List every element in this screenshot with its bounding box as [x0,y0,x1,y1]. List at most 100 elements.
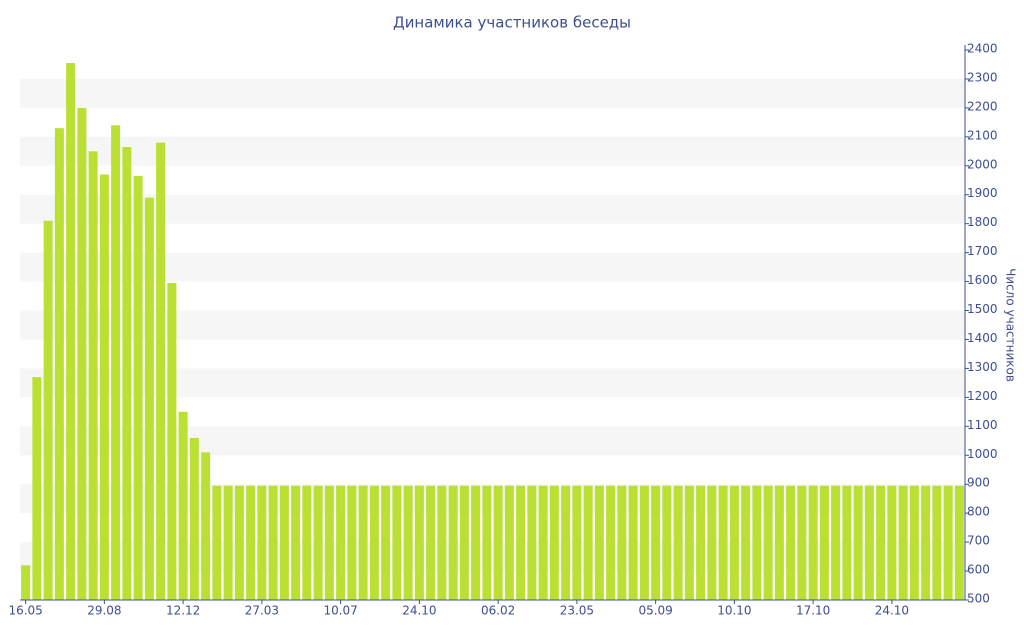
bar [786,485,796,600]
y-tick-label: 1500 [967,302,998,316]
y-tick-label: 1300 [967,360,998,374]
grid-band [20,78,965,108]
bar [943,485,953,600]
bar [853,485,863,600]
bar [651,485,661,600]
bar [639,485,649,600]
grid-band [20,194,965,224]
x-tick-label: 17.10 [796,604,830,618]
bar [234,485,244,600]
bar [414,485,424,600]
x-tick-label: 10.10 [717,604,751,618]
bar [617,485,627,600]
bar [763,485,773,600]
bar [403,485,413,600]
bar [741,485,751,600]
x-tick-label: 29.08 [87,604,121,618]
bar [583,485,593,600]
bar [932,485,942,600]
bar [808,485,818,600]
bar [43,220,53,600]
bar [482,485,492,600]
bar [122,146,132,600]
bar [189,437,199,600]
bar [111,125,121,601]
y-tick-label: 1700 [967,244,998,258]
bar [77,107,87,600]
bar [696,485,706,600]
bar [718,485,728,600]
bar [898,485,908,600]
bar [594,485,604,600]
bar [561,485,571,600]
bar [471,485,481,600]
bar [426,485,436,600]
bar [628,485,638,600]
y-tick-label: 900 [967,476,990,490]
bar [516,485,526,600]
bar [144,197,154,600]
x-tick-label: 05.09 [638,604,672,618]
grid-band [20,252,965,282]
bar [493,485,503,600]
bar [954,485,964,600]
grid-band [20,368,965,398]
bar [302,485,312,600]
bar [201,452,211,600]
y-tick-label: 2000 [967,157,998,171]
bar [223,485,233,600]
bar [448,485,458,600]
bar [606,485,616,600]
bar [707,485,717,600]
x-tick-label: 24.10 [875,604,909,618]
y-tick-label: 1900 [967,186,998,200]
grid-band [20,542,965,572]
bar [54,128,64,600]
x-tick-label: 10.07 [323,604,357,618]
bar [99,174,109,600]
bar [527,485,537,600]
bar [729,485,739,600]
bar [774,485,784,600]
x-tick-label: 16.05 [8,604,42,618]
y-tick-label: 1100 [967,418,998,432]
bar [504,485,514,600]
bar [257,485,267,600]
x-tick-label: 24.10 [402,604,436,618]
bar [673,485,683,600]
bar [662,485,672,600]
grid-band [20,426,965,456]
bar [549,485,559,600]
bar [459,485,469,600]
bar [32,377,42,600]
grid-band [20,136,965,166]
bar [291,485,301,600]
y-tick-label: 2400 [967,42,998,56]
grid-band [20,484,965,514]
y-tick-label: 500 [967,592,990,606]
y-tick-label: 800 [967,505,990,519]
bar [921,485,931,600]
bar [336,485,346,600]
bar [819,485,829,600]
bar [876,485,886,600]
bar [156,142,166,600]
y-tick-label: 600 [967,563,990,577]
grid-band [20,310,965,340]
bar [538,485,548,600]
y-tick-label: 2100 [967,128,998,142]
y-axis-label: Число участников [1004,268,1018,382]
bar [88,151,98,600]
y-tick-label: 1600 [967,273,998,287]
y-tick-label: 1200 [967,389,998,403]
y-tick-label: 2200 [967,99,998,113]
bar [437,485,447,600]
bar [133,175,143,600]
bar [684,485,694,600]
y-tick-label: 2300 [967,70,998,84]
bar [268,485,278,600]
bar [381,485,391,600]
bar [324,485,334,600]
bar [167,283,177,600]
